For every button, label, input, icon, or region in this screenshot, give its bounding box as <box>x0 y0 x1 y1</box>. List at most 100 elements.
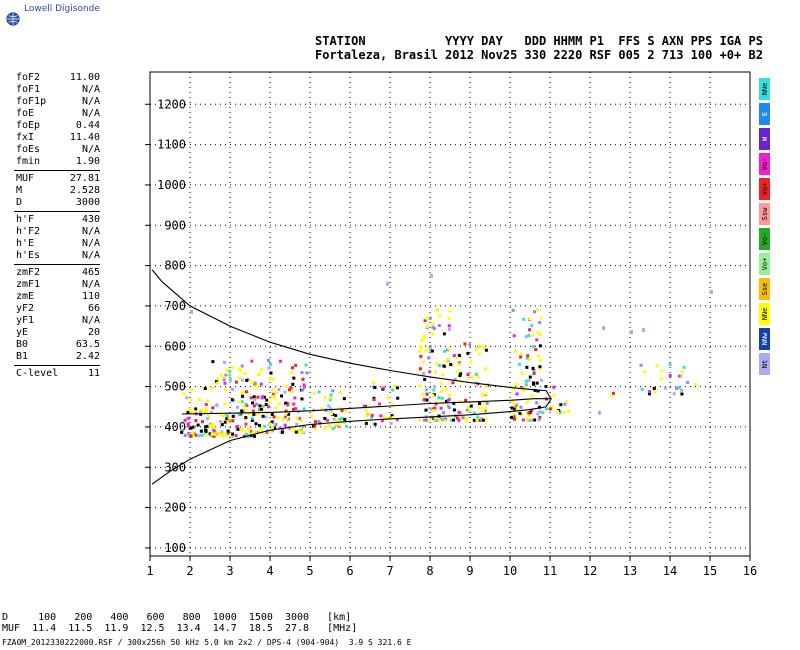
echo-point <box>215 403 219 407</box>
x-tick-label: 4 <box>266 564 273 578</box>
param-row: h'F2 N/A <box>16 226 100 238</box>
echo-point <box>532 368 536 372</box>
param-row: fmin 1.90 <box>16 156 100 168</box>
echo-point <box>422 337 426 341</box>
echo-point <box>244 417 248 421</box>
legend-flag: Nt <box>759 353 770 375</box>
echo-point <box>464 418 468 422</box>
echo-point <box>268 401 272 405</box>
echo-point <box>327 404 331 408</box>
echo-point <box>290 366 294 370</box>
echo-point <box>337 423 341 427</box>
echo-point <box>242 409 246 413</box>
echo-point <box>455 416 459 420</box>
echo-point <box>567 409 571 413</box>
echo-point <box>329 393 333 397</box>
echo-point <box>659 377 663 381</box>
echo-point <box>257 373 261 377</box>
echo-point <box>228 373 232 377</box>
legend-flag-label: W <box>760 136 769 142</box>
echo-point <box>194 433 198 437</box>
echo-point <box>200 433 204 437</box>
echo-point <box>288 388 292 392</box>
echo-point <box>223 433 227 437</box>
param-name: h'Es <box>16 250 41 261</box>
echo-point <box>339 390 343 394</box>
echo-point <box>533 310 537 314</box>
legend-flag: Ssw <box>759 203 770 225</box>
x-tick-label: 6 <box>346 564 353 578</box>
echo-point <box>391 388 395 392</box>
echo-point <box>267 358 271 362</box>
echo-point <box>252 434 256 438</box>
echo-point <box>526 354 530 358</box>
echo-point <box>320 407 324 411</box>
echo-point <box>297 416 301 420</box>
echo-point <box>423 319 427 323</box>
echo-point <box>254 422 258 426</box>
echo-point <box>428 370 432 374</box>
legend-flag: E <box>759 103 770 125</box>
echo-point <box>239 368 243 372</box>
muf-table: D 100 200 400 600 800 1000 1500 3000 [km… <box>2 612 357 634</box>
param-value: 0.44 <box>75 120 100 131</box>
echo-point <box>563 402 567 406</box>
echo-point <box>527 379 531 383</box>
echo-point <box>227 416 231 420</box>
echo-point <box>290 390 294 394</box>
echo-point <box>459 416 463 420</box>
echo-point <box>294 363 298 367</box>
echo-point <box>511 413 515 417</box>
x-tick-label: 3 <box>226 564 233 578</box>
echo-point <box>313 426 317 430</box>
echo-point <box>477 352 481 356</box>
echo-point <box>442 411 446 415</box>
echo-point <box>478 406 482 410</box>
x-tick-label: 13 <box>623 564 637 578</box>
echo-point <box>294 407 298 411</box>
echo-point <box>424 408 428 412</box>
echo-point <box>533 418 537 422</box>
y-tick-label: 1200 <box>157 97 186 111</box>
echo-point <box>248 427 252 431</box>
echo-point <box>298 426 302 430</box>
echo-point <box>536 330 540 334</box>
echo-point <box>514 349 518 353</box>
echo-point <box>281 417 285 421</box>
echo-point <box>528 328 532 332</box>
echo-point <box>476 415 480 419</box>
param-value: N/A <box>81 96 100 107</box>
param-name: foEs <box>16 144 41 155</box>
echo-point <box>426 346 430 350</box>
param-name: C-level <box>16 368 59 379</box>
echo-point <box>527 413 531 417</box>
param-value: 2.528 <box>69 185 100 196</box>
globe-icon <box>6 12 20 26</box>
echo-point <box>269 362 273 366</box>
echo-point <box>301 377 305 381</box>
echo-point <box>447 324 451 328</box>
echo-point <box>225 368 229 372</box>
echo-point <box>680 370 684 374</box>
echo-point <box>424 418 428 422</box>
param-row: foE N/A <box>16 108 100 120</box>
echo-point <box>438 418 442 422</box>
echo-point <box>264 415 268 419</box>
echo-point <box>452 418 456 422</box>
echo-point <box>602 326 605 331</box>
echo-point <box>373 422 377 426</box>
echo-point <box>256 413 260 417</box>
echo-point <box>447 347 451 351</box>
echo-point <box>317 420 321 424</box>
echo-point <box>480 393 484 397</box>
echo-point <box>292 402 296 406</box>
param-row: D 3000 <box>16 197 100 209</box>
doppler-legend-flags: NNe E W Vo- Vo+ Ssw Vo- Vo+ Sse NNe NNw Nt <box>759 78 771 378</box>
echo-point <box>531 345 535 349</box>
echo-point <box>372 398 376 402</box>
echo-point <box>191 409 195 413</box>
echo-point <box>451 381 455 385</box>
echo-point <box>446 357 450 361</box>
echo-point <box>254 430 258 434</box>
echo-point <box>223 388 227 392</box>
